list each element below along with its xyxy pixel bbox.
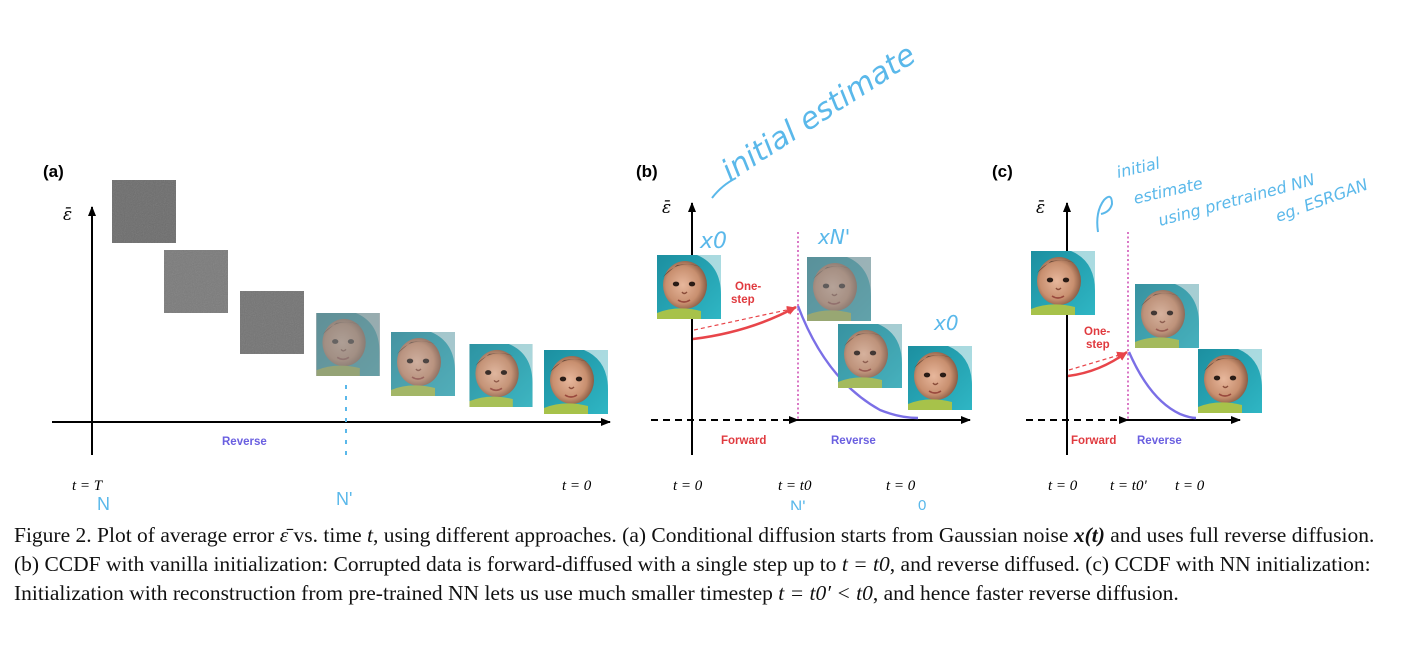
panel-b-tick-t-0-right: t = 0: [886, 478, 916, 494]
noisy-face-image: [316, 313, 380, 376]
panel-b-one-step-label: One- step: [731, 281, 764, 306]
handwritten-N-prime-b: N': [790, 497, 806, 510]
caption-rest1: , using different approaches. (a) Condit…: [373, 523, 1069, 547]
panel-a: (a) ε̄ Reverse: [43, 162, 611, 510]
caption-t0-prime-symbol: t = t0′ < t0: [778, 581, 873, 605]
handwritten-N-prime-a: N': [336, 489, 352, 509]
panel-b-forward-label: Forward: [721, 435, 766, 447]
panel-a-y-axis-label: ε̄: [63, 205, 72, 225]
caption-t0-symbol: t = t0: [841, 552, 890, 576]
panel-c-tick-t-t0-prime: t = t0': [1110, 478, 1147, 494]
panel-b-partially-denoised-face-image: [838, 324, 902, 388]
handwritten-N: N: [97, 494, 110, 510]
caption-rest4: , and hence faster reverse diffusion.: [872, 581, 1179, 605]
handwritten-loop-c: [1096, 195, 1114, 233]
panel-c-tick-t-0-left: t = 0: [1048, 478, 1078, 494]
panel-b-one-step-dashed-arrow: [693, 305, 797, 331]
panel-c-nn-estimate-face-image: [1031, 250, 1095, 316]
svg-text:initial: initial: [1115, 153, 1163, 182]
panel-b-tick-t-0-left: t = 0: [673, 478, 703, 494]
mostly-denoised-face-image: [469, 344, 533, 407]
handwritten-note-c: initial estimate using pretrained NN eg.…: [1115, 153, 1371, 230]
panel-c-tick-t-0-right: t = 0: [1175, 478, 1205, 494]
panel-c: (c) ε̄ One- step Forward Reverse t = 0 t…: [992, 153, 1370, 494]
panel-c-clean-face-image: [1198, 349, 1262, 413]
handwritten-x0-b-right: x0: [933, 311, 959, 335]
panel-a-tick-t-T: t = T: [72, 478, 104, 494]
panel-b-clean-face-image: [908, 346, 972, 410]
panel-a-noise-images: [112, 180, 608, 414]
panel-b-label: (b): [636, 162, 658, 181]
figure-caption: Figure 2. Plot of average error ε̄ vs. t…: [14, 521, 1394, 608]
figure-2: (a) ε̄ Reverse: [43, 37, 1370, 510]
clean-face-image: [544, 350, 608, 414]
partially-denoised-face-image: [391, 332, 455, 396]
panel-a-reverse-label: Reverse: [222, 436, 267, 448]
panel-b-reverse-curve: [796, 305, 919, 420]
caption-xt-symbol: x(t): [1073, 523, 1105, 547]
caption-mid1: vs. time: [293, 523, 362, 547]
caption-t-symbol: t: [367, 523, 373, 547]
handwritten-xN-prime: xN': [817, 225, 850, 249]
handwritten-x0-b: x0: [699, 229, 727, 254]
handwritten-initial-estimate-b: initial estimate: [715, 37, 922, 188]
panel-b: (b) ε̄ One- step Forward Reverse t = 0 t…: [636, 37, 972, 510]
panel-c-y-axis-label: ε̄: [1036, 198, 1045, 218]
panel-c-one-step-dashed-arrow: [1068, 351, 1127, 371]
panel-a-tick-t-0: t = 0: [562, 478, 592, 494]
panel-c-forward-label: Forward: [1071, 435, 1116, 447]
panel-b-y-axis-label: ε̄: [662, 198, 671, 218]
panel-c-reverse-label: Reverse: [1137, 435, 1182, 447]
panel-b-reverse-label: Reverse: [831, 435, 876, 447]
panel-b-tick-t-t0: t = t0: [778, 478, 812, 494]
panel-a-label: (a): [43, 162, 64, 181]
caption-rest2: and uses full reverse diffusion. (b) CCD…: [14, 523, 1375, 576]
caption-prefix: Figure 2. Plot of average error: [14, 523, 275, 547]
panel-b-forward-curve: [692, 305, 797, 341]
panel-c-reverse-curve: [1127, 351, 1197, 420]
panel-c-partially-denoised-face-image: [1135, 284, 1199, 348]
panel-b-corrupted-face-image: [657, 254, 721, 320]
panel-b-noisy-face-image: [807, 257, 871, 321]
caption-rest3: , and reverse diffused. (c) CCDF with NN…: [14, 552, 1371, 605]
caption-err-symbol: ε̄: [279, 523, 289, 547]
panel-c-label: (c): [992, 162, 1013, 181]
handwritten-zero-b: 0: [918, 497, 926, 510]
panel-c-one-step-label: One- step: [1084, 326, 1113, 351]
handwritten-arrow-b: [711, 177, 737, 199]
